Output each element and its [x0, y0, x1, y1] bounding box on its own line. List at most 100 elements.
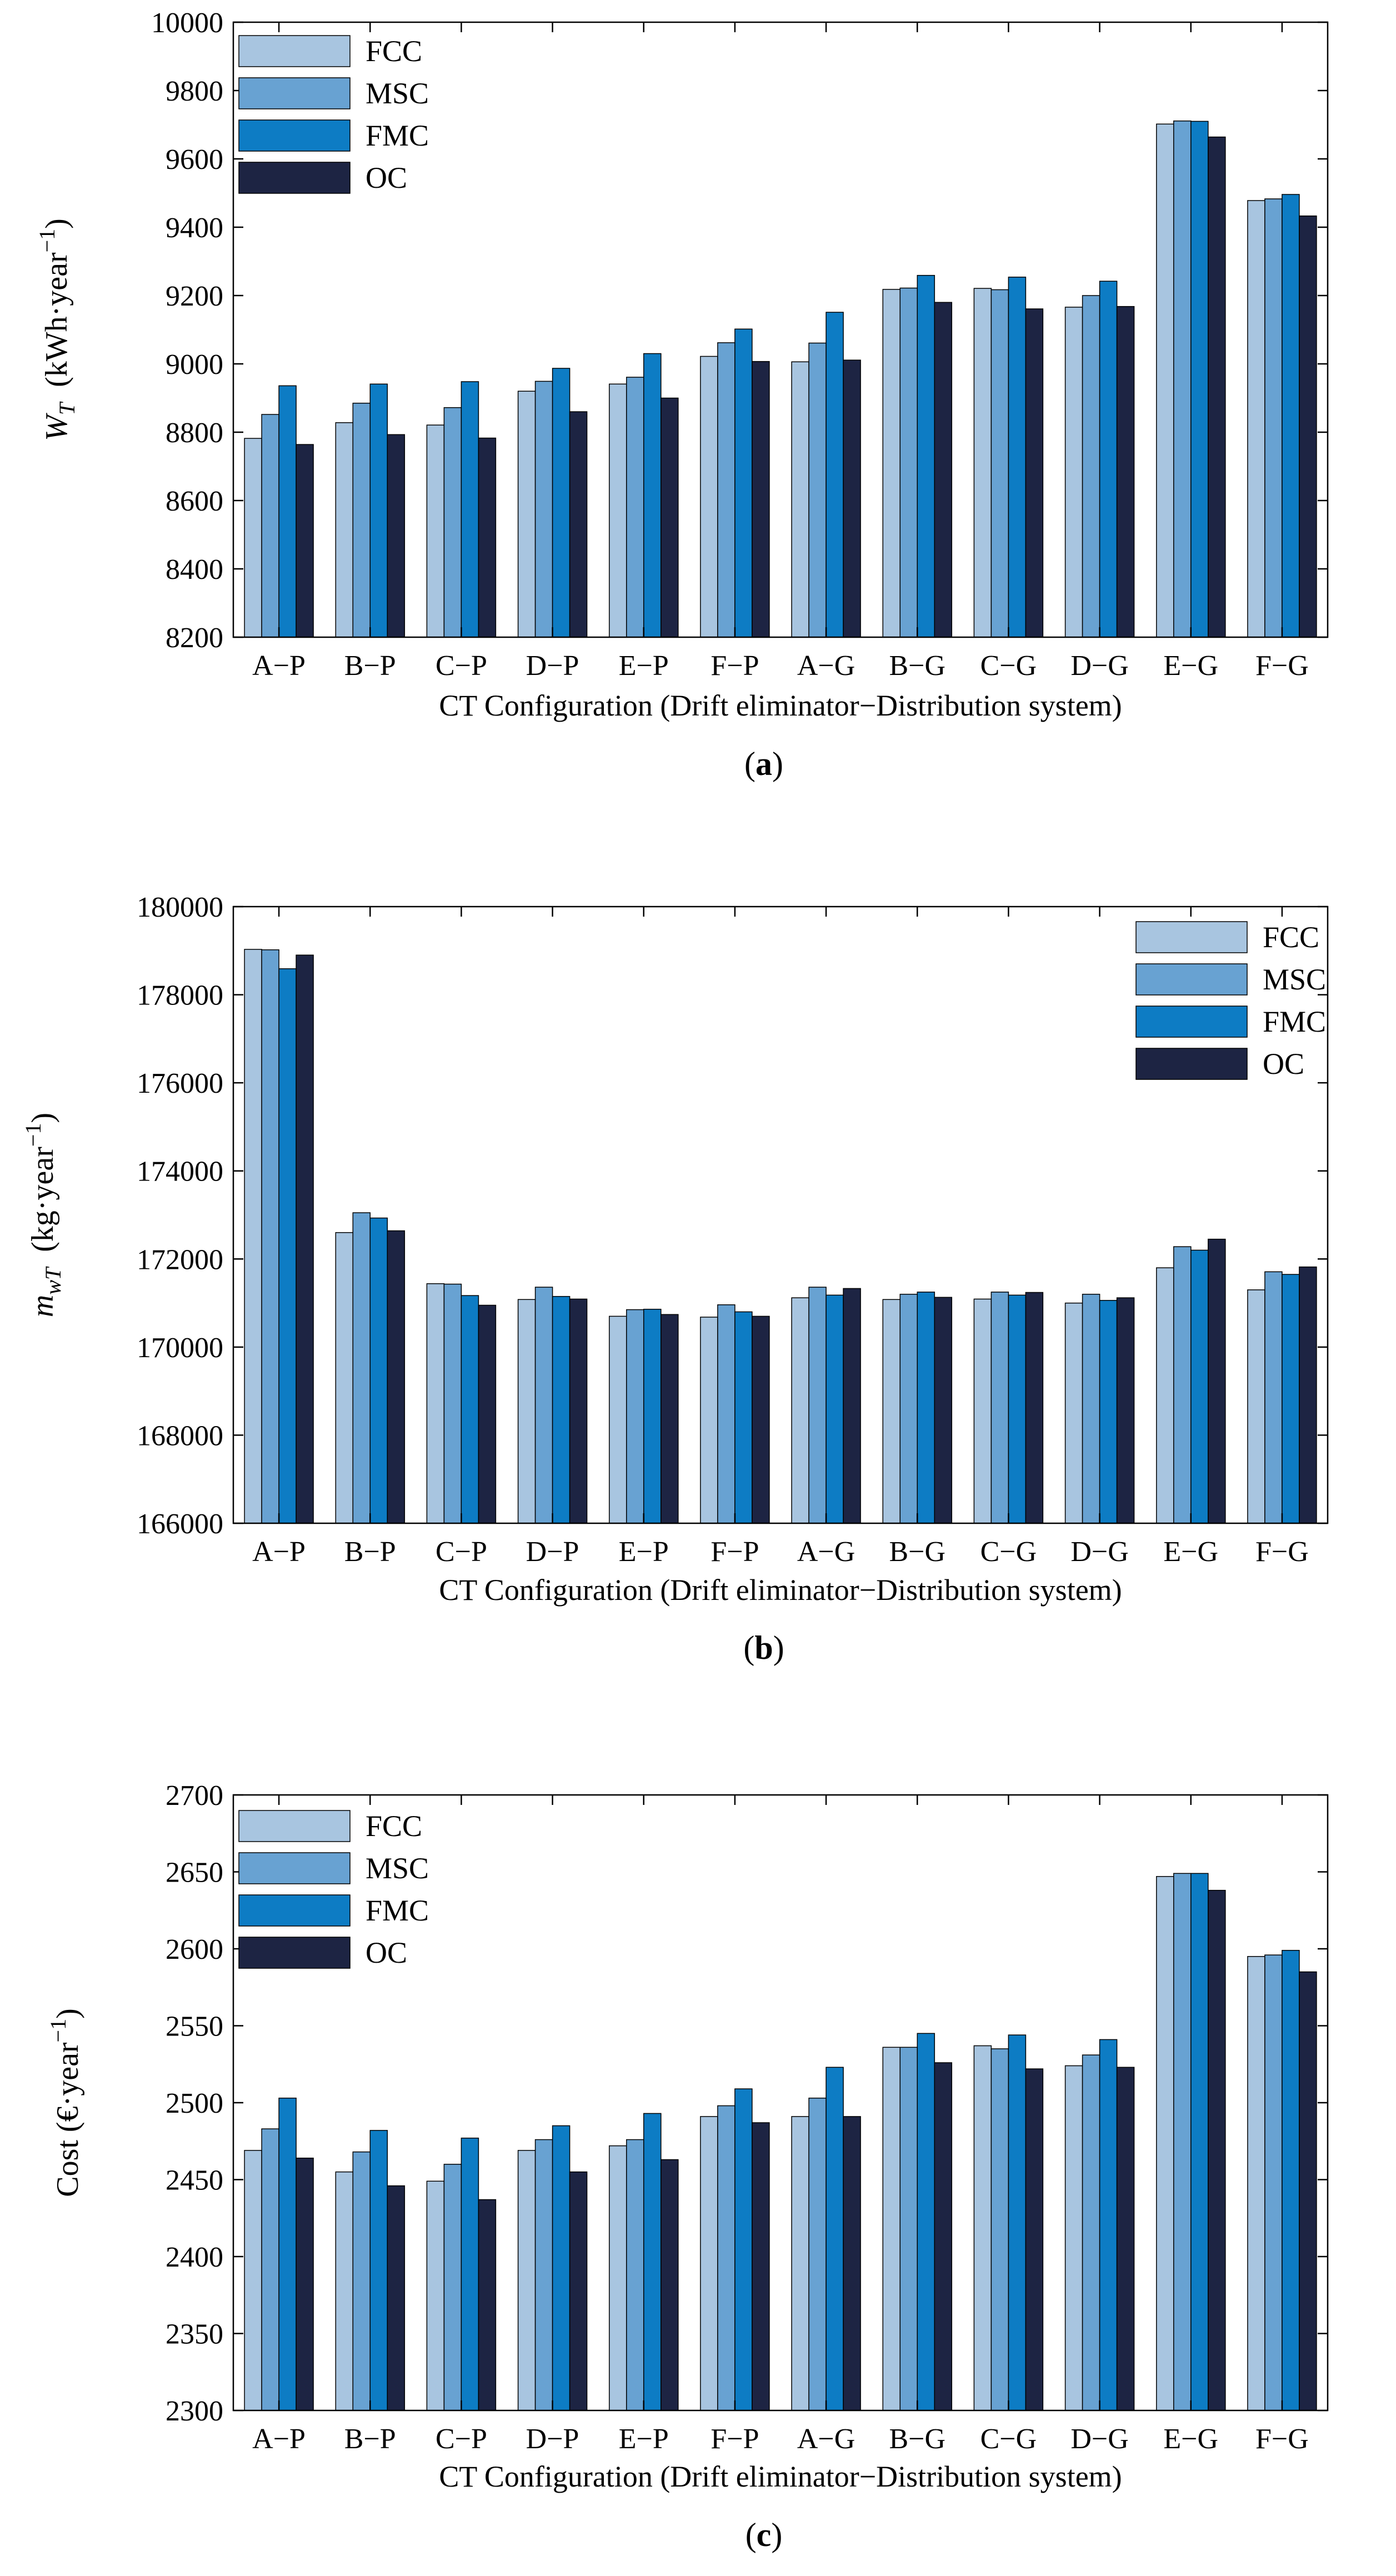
x-tick-label-b-10: E−G — [1163, 1536, 1218, 1568]
y-tick-label-a-4: 9000 — [166, 349, 223, 381]
chart-a: 8200 8400 8600 8800 9000 9200 9400 9600 9800 1000… — [34, 7, 1329, 782]
bar-c-oc-3 — [569, 2171, 588, 2411]
x-tick-label-a-9: D−G — [1070, 650, 1128, 682]
x-tick-label-a-8: C−G — [980, 650, 1037, 682]
bar-b-fcc-4 — [609, 1315, 627, 1524]
bar-a-oc-5 — [752, 361, 770, 638]
y-tick-label-c-3: 2450 — [166, 2165, 223, 2197]
y-tick-label-a-0: 8200 — [166, 622, 223, 654]
y-tick-label-a-7: 9600 — [166, 144, 223, 176]
bar-c-fcc-11 — [1247, 1956, 1265, 2411]
bar-b-fcc-5 — [700, 1317, 718, 1524]
y-tick-label-b-2: 170000 — [137, 1332, 223, 1364]
bar-b-fmc-2 — [461, 1295, 479, 1524]
x-tick-label-c-2: C−P — [436, 2423, 487, 2455]
legend-swatch-a-fmc — [238, 119, 351, 152]
bar-c-fmc-6 — [825, 2067, 844, 2411]
legend-swatch-c-oc — [238, 1937, 351, 1969]
bar-a-oc-8 — [1025, 308, 1044, 638]
bar-a-fmc-10 — [1190, 121, 1209, 638]
x-tick-label-c-0: A−P — [252, 2423, 306, 2455]
bar-b-fcc-3 — [517, 1299, 536, 1524]
bar-a-fcc-2 — [426, 424, 445, 638]
bar-b-oc-9 — [1116, 1297, 1135, 1524]
bar-c-msc-9 — [1082, 2054, 1100, 2411]
legend-swatch-a-msc — [238, 77, 351, 109]
bar-c-fmc-3 — [552, 2125, 571, 2411]
bar-b-fmc-7 — [917, 1292, 935, 1524]
bar-a-oc-11 — [1299, 215, 1317, 638]
bar-a-fmc-5 — [734, 328, 753, 638]
bar-c-fcc-2 — [426, 2180, 445, 2411]
bar-b-fmc-5 — [734, 1311, 753, 1524]
bar-a-fmc-2 — [461, 381, 479, 638]
bar-a-msc-10 — [1173, 120, 1192, 638]
bar-b-fmc-4 — [643, 1308, 662, 1524]
bar-a-oc-1 — [387, 434, 406, 638]
legend-label-a-msc: MSC — [366, 77, 429, 110]
bar-a-fmc-6 — [825, 312, 844, 638]
bar-a-oc-0 — [296, 444, 314, 638]
bar-a-fmc-1 — [369, 383, 388, 638]
bar-b-fcc-9 — [1064, 1302, 1083, 1524]
bar-b-fmc-6 — [825, 1294, 844, 1524]
x-tick-label-c-1: B−P — [344, 2423, 396, 2455]
bar-a-fcc-5 — [700, 356, 718, 638]
y-tick-label-a-8: 9800 — [166, 76, 223, 107]
legend-label-b-oc: OC — [1263, 1047, 1304, 1081]
bar-c-fcc-7 — [882, 2047, 901, 2411]
y-tick-label-b-1: 168000 — [137, 1420, 223, 1452]
bar-c-oc-11 — [1299, 1971, 1317, 2411]
x-axis-label-c: CT Configuration (Drift eliminator−Distr… — [439, 2460, 1122, 2493]
y-tick-label-c-4: 2500 — [166, 2088, 223, 2119]
y-axis-label-c: Cost (€·year−1) — [46, 2008, 85, 2197]
bar-b-fcc-8 — [973, 1298, 992, 1524]
bar-a-oc-3 — [569, 411, 588, 638]
y-tick-label-c-1: 2350 — [166, 2319, 223, 2350]
x-tick-label-c-4: E−P — [619, 2423, 669, 2455]
legend-swatch-a-oc — [238, 162, 351, 194]
bar-a-msc-3 — [534, 381, 553, 638]
bar-b-oc-8 — [1025, 1292, 1044, 1524]
bar-a-msc-6 — [808, 342, 827, 638]
bar-a-msc-0 — [261, 414, 279, 638]
x-tick-label-a-10: E−G — [1163, 650, 1218, 682]
bar-c-oc-1 — [387, 2185, 406, 2411]
y-tick-label-a-3: 8800 — [166, 417, 223, 449]
bar-c-oc-6 — [843, 2116, 861, 2411]
bar-a-oc-4 — [661, 397, 679, 638]
x-tick-label-c-9: D−G — [1070, 2423, 1128, 2455]
bar-b-oc-6 — [843, 1288, 861, 1524]
y-tick-label-c-6: 2600 — [166, 1934, 223, 1965]
bar-c-fmc-7 — [917, 2033, 935, 2411]
bar-b-oc-4 — [661, 1314, 679, 1524]
x-tick-label-a-5: F−P — [710, 650, 759, 682]
x-tick-label-a-1: B−P — [344, 650, 396, 682]
panel-label-b: (b) — [743, 1629, 784, 1666]
bar-c-msc-7 — [899, 2047, 918, 2411]
bar-b-fcc-6 — [791, 1297, 809, 1524]
legend-label-b-fcc: FCC — [1263, 921, 1319, 954]
y-tick-label-c-7: 2650 — [166, 1857, 223, 1889]
bar-a-fmc-7 — [917, 274, 935, 638]
bar-c-fcc-3 — [517, 2150, 536, 2411]
bar-b-msc-2 — [443, 1283, 462, 1524]
legend-label-c-oc: OC — [366, 1936, 407, 1969]
bar-c-fcc-4 — [609, 2145, 627, 2411]
x-tick-label-b-11: F−G — [1255, 1536, 1309, 1568]
x-tick-label-c-7: B−G — [889, 2423, 945, 2455]
bar-a-fcc-1 — [335, 422, 354, 638]
bar-c-msc-3 — [534, 2139, 553, 2411]
bar-b-fmc-11 — [1282, 1274, 1300, 1524]
bar-c-msc-5 — [717, 2105, 735, 2411]
x-tick-label-c-8: C−G — [980, 2423, 1037, 2455]
bar-b-msc-5 — [717, 1304, 735, 1524]
legend-label-c-msc: MSC — [366, 1852, 429, 1885]
x-tick-label-b-9: D−G — [1070, 1536, 1128, 1568]
bar-c-fcc-1 — [335, 2171, 354, 2411]
y-axis-label-a: WT (kWh·year−1) — [34, 218, 79, 441]
y-tick-label-a-6: 9400 — [166, 212, 223, 244]
bar-c-msc-8 — [990, 2048, 1009, 2411]
x-tick-label-a-0: A−P — [252, 650, 306, 682]
bar-b-msc-1 — [352, 1212, 371, 1524]
